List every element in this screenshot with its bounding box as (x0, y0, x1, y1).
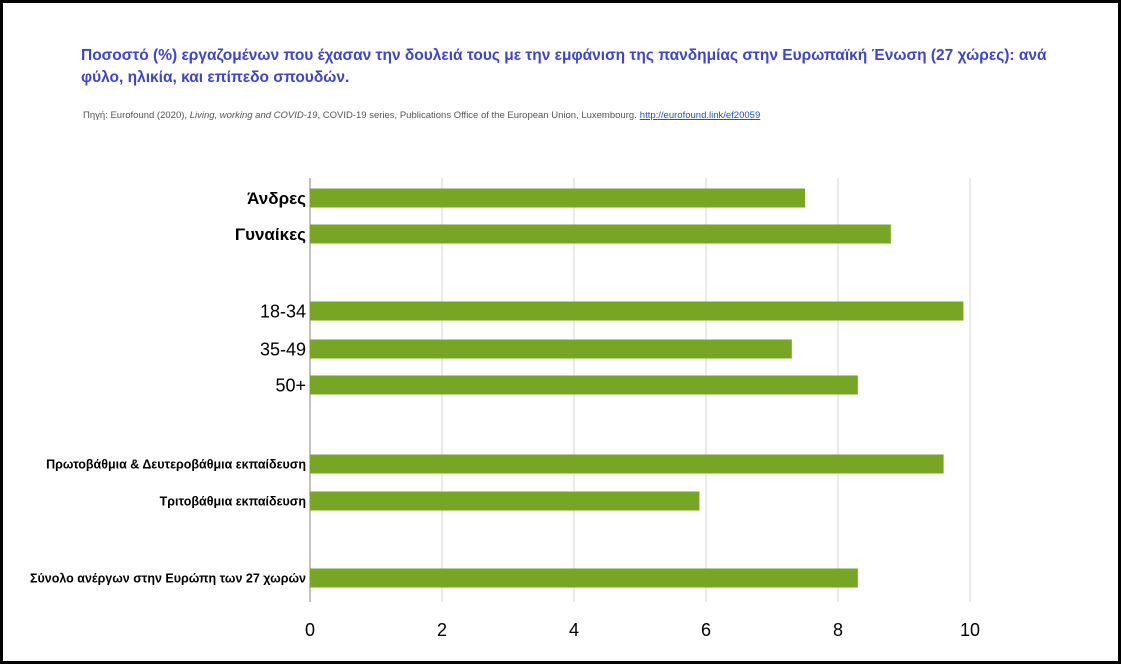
bar (310, 375, 858, 395)
x-tick-label: 8 (833, 620, 843, 640)
bar (310, 454, 944, 474)
x-tick-label: 2 (437, 620, 447, 640)
source-link[interactable]: http://eurofound.link/ef20059 (639, 110, 761, 121)
category-label: Άνδρες (247, 189, 306, 208)
source-rest: , COVID-19 series, Publications Office o… (317, 110, 637, 121)
category-label: 50+ (275, 375, 306, 395)
chart-title: Ποσοστό (%) εργαζομένων που έχασαν την δ… (81, 47, 1047, 86)
x-tick-label: 10 (960, 620, 980, 640)
category-label: Γυναίκες (235, 225, 306, 244)
bar (310, 301, 964, 321)
x-tick-label: 6 (701, 620, 711, 640)
x-tick-label: 4 (569, 620, 579, 640)
source-prefix: Πηγή: Eurofound (2020), (83, 110, 190, 121)
bar (310, 188, 805, 208)
source-citation: Πηγή: Eurofound (2020), Living, working … (83, 110, 760, 121)
source-title: Living, working and COVID-19 (189, 110, 318, 121)
category-label: Σύνολο ανέργων στην Ευρώπη των 27 χωρών (30, 572, 306, 586)
bar (310, 491, 700, 511)
category-label: Πρωτοβάθμια & Δευτεροβάθμια εκπαίδευση (46, 458, 306, 472)
category-label: Τριτοβάθμια εκπαίδευση (160, 495, 306, 509)
bar (310, 224, 891, 244)
category-label: 18-34 (260, 301, 306, 321)
x-tick-label: 0 (305, 620, 315, 640)
bar (310, 339, 792, 359)
bar (310, 568, 858, 588)
category-label: 35-49 (260, 339, 306, 359)
